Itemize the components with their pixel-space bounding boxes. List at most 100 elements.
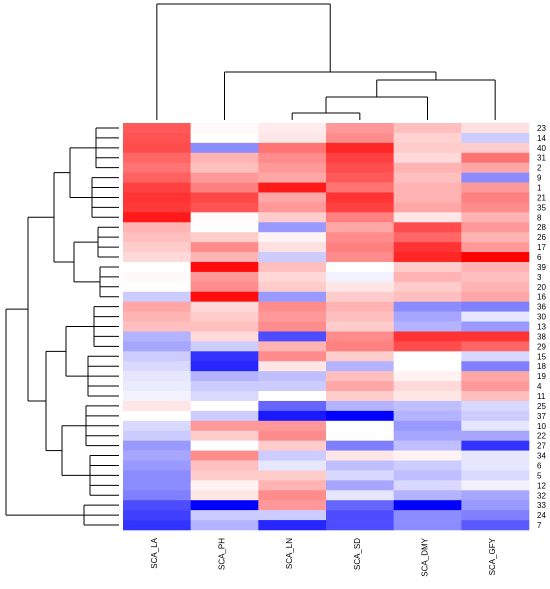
heatmap-cell-25-SCA_LN <box>258 400 327 412</box>
heatmap-cell-20-SCA_PH <box>190 281 259 293</box>
heatmap-cell-11-SCA_LA <box>123 391 191 402</box>
heatmap-cell-40-SCA_LN <box>258 142 327 154</box>
heatmap-cell-37-SCA_GFY <box>461 410 530 422</box>
heatmap-cell-28-SCA_LN <box>258 222 327 233</box>
heatmap-cell-16-SCA_SD <box>326 291 394 302</box>
heatmap-cell-1-SCA_LA <box>123 182 191 193</box>
heatmap-cell-17-SCA_PH <box>190 242 259 253</box>
row-tick-label: 13 <box>537 323 546 332</box>
heatmap-cell-34-SCA_LN <box>258 450 327 461</box>
column-tick-label: SCA_DMY <box>421 537 430 576</box>
heatmap-cell-9-SCA_LA <box>123 172 191 183</box>
heatmap-cell-32-SCA_SD <box>326 490 394 501</box>
heatmap-cell-38-SCA_SD <box>326 331 394 342</box>
heatmap-cell-25-SCA_SD <box>326 400 394 412</box>
heatmap-cell-13-SCA_LN <box>258 321 327 332</box>
heatmap-cell-2-SCA_LA <box>123 162 191 173</box>
heatmap-cell-6-SCA_LN <box>258 460 327 471</box>
heatmap-cell-7-SCA_LN <box>258 520 327 531</box>
heatmap-cell-5-SCA_DMY <box>393 470 462 481</box>
heatmap-cell-1-SCA_DMY <box>393 182 462 193</box>
heatmap-cell-32-SCA_LA <box>123 490 191 501</box>
row-tick-label: 9 <box>537 174 542 183</box>
row-tick-label: 3 <box>537 273 542 282</box>
heatmap-cell-14-SCA_LA <box>123 132 191 144</box>
heatmap-cell-7-SCA_GFY <box>461 520 530 531</box>
heatmap-cell-19-SCA_LN <box>258 371 327 382</box>
heatmap-cell-33-SCA_SD <box>326 500 394 511</box>
row-tick-label: 5 <box>537 471 542 480</box>
row-tick-label: 17 <box>537 243 546 252</box>
heatmap-cell-6-SCA_PH <box>190 252 259 263</box>
heatmap-cell-29-SCA_GFY <box>461 341 530 352</box>
heatmap-cell-9-SCA_PH <box>190 172 259 183</box>
heatmap-cell-30-SCA_LN <box>258 311 327 322</box>
heatmap-cell-16-SCA_DMY <box>393 291 462 302</box>
heatmap-cell-19-SCA_GFY <box>461 371 530 382</box>
heatmap-cell-18-SCA_LA <box>123 361 191 372</box>
heatmap-cell-13-SCA_LA <box>123 321 191 332</box>
heatmap-cell-12-SCA_SD <box>326 480 394 491</box>
heatmap-cell-18-SCA_PH <box>190 361 259 372</box>
row-tick-label: 24 <box>537 511 546 520</box>
heatmap-cell-24-SCA_SD <box>326 510 394 521</box>
row-tick-label: 7 <box>537 521 542 530</box>
heatmap-cell-7-SCA_LA <box>123 520 191 531</box>
heatmap-cell-5-SCA_LN <box>258 470 327 481</box>
heatmap-cell-8-SCA_SD <box>326 212 394 223</box>
heatmap-cell-39-SCA_DMY <box>393 261 462 273</box>
row-tick-label: 23 <box>537 124 546 133</box>
heatmap-cell-17-SCA_LA <box>123 242 191 253</box>
heatmap-cell-26-SCA_LN <box>258 232 327 243</box>
row-tick-label: 10 <box>537 422 546 431</box>
heatmap-cell-13-SCA_GFY <box>461 321 530 332</box>
heatmap-cell-16-SCA_LA <box>123 291 191 302</box>
heatmap-cell-16-SCA_GFY <box>461 291 530 302</box>
heatmap-cell-38-SCA_LA <box>123 331 191 342</box>
heatmap-cell-26-SCA_GFY <box>461 232 530 243</box>
heatmap-cell-37-SCA_PH <box>190 410 259 422</box>
row-tick-label: 12 <box>537 481 546 490</box>
heatmap-cell-24-SCA_GFY <box>461 510 530 521</box>
heatmap-cell-13-SCA_DMY <box>393 321 462 332</box>
heatmap-cell-38-SCA_GFY <box>461 331 530 342</box>
row-tick-label: 1 <box>537 184 542 193</box>
row-tick-label: 33 <box>537 501 546 510</box>
heatmap-cell-34-SCA_SD <box>326 450 394 461</box>
heatmap-cell-29-SCA_LA <box>123 341 191 352</box>
heatmap-cell-28-SCA_DMY <box>393 222 462 233</box>
heatmap-cell-39-SCA_GFY <box>461 261 530 273</box>
heatmap-cell-10-SCA_LN <box>258 420 327 432</box>
heatmap-cell-22-SCA_LN <box>258 430 327 441</box>
heatmap-cell-36-SCA_PH <box>190 301 259 312</box>
heatmap-cell-37-SCA_LA <box>123 410 191 422</box>
heatmap-cell-15-SCA_PH <box>190 351 259 362</box>
heatmap-cell-23-SCA_GFY <box>461 123 530 134</box>
heatmap-cell-2-SCA_GFY <box>461 162 530 173</box>
column-dendrogram <box>156 3 496 120</box>
heatmap-cell-2-SCA_PH <box>190 162 259 173</box>
row-tick-label: 35 <box>537 203 546 212</box>
heatmap-cell-38-SCA_DMY <box>393 331 462 342</box>
heatmap-cell-26-SCA_SD <box>326 232 394 243</box>
row-tick-label: 14 <box>537 134 546 143</box>
row-tick-label: 6 <box>537 253 542 262</box>
heatmap-cell-15-SCA_DMY <box>393 351 462 362</box>
heatmap-cell-29-SCA_DMY <box>393 341 462 352</box>
heatmap-cell-15-SCA_LN <box>258 351 327 362</box>
heatmap-cell-11-SCA_LN <box>258 391 327 402</box>
heatmap-cell-22-SCA_PH <box>190 430 259 441</box>
heatmap-cell-15-SCA_GFY <box>461 351 530 362</box>
row-tick-label: 39 <box>537 263 546 272</box>
heatmap-cell-26-SCA_LA <box>123 232 191 243</box>
row-tick-label: 18 <box>537 362 546 371</box>
heatmap-cell-11-SCA_GFY <box>461 391 530 402</box>
heatmap-cell-6-SCA_DMY <box>393 460 462 471</box>
heatmap-cell-9-SCA_LN <box>258 172 327 183</box>
heatmap-cell-23-SCA_LA <box>123 123 191 134</box>
heatmap-cell-13-SCA_PH <box>190 321 259 332</box>
heatmap-cell-19-SCA_LA <box>123 371 191 382</box>
row-tick-label: 31 <box>537 154 546 163</box>
heatmap-cell-33-SCA_DMY <box>393 500 462 511</box>
column-tick-label: SCA_SD <box>353 538 362 570</box>
